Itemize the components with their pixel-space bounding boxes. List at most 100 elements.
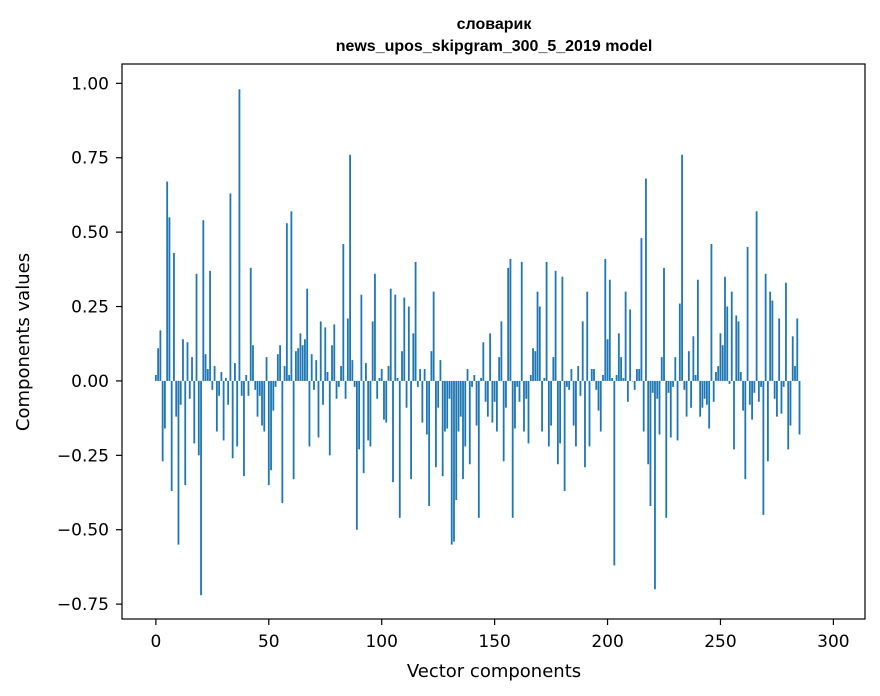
- bar-43: [252, 345, 254, 381]
- bar-118: [421, 380, 424, 423]
- bar-46: [258, 380, 261, 396]
- bar-32: [227, 380, 230, 405]
- y-tick-label: −0.25: [57, 446, 109, 466]
- bar-175: [550, 380, 552, 426]
- bar-210: [629, 309, 632, 381]
- bar-55: [279, 345, 281, 381]
- bar-131: [450, 380, 453, 545]
- bar-260: [742, 380, 744, 411]
- bar-194: [593, 369, 595, 381]
- bar-119: [423, 369, 426, 381]
- bar-166: [529, 374, 532, 381]
- bar-6: [168, 217, 171, 381]
- bar-36: [236, 380, 239, 447]
- bar-29: [220, 372, 223, 381]
- bar-64: [299, 333, 302, 381]
- bar-158: [511, 380, 514, 518]
- bar-244: [706, 380, 708, 405]
- bar-139: [468, 380, 471, 465]
- bar-187: [577, 366, 580, 381]
- bar-155: [505, 380, 507, 408]
- bar-14: [186, 342, 189, 381]
- bar-224: [660, 357, 663, 381]
- bar-212: [633, 380, 636, 390]
- bar-109: [401, 351, 403, 381]
- bar-85: [346, 318, 349, 381]
- bar-271: [766, 380, 769, 462]
- x-axis-ticks: 0 50 100 150 200 250 300: [150, 619, 850, 652]
- bar-174: [547, 380, 550, 447]
- bar-1: [157, 348, 160, 381]
- bar-202: [611, 377, 613, 381]
- bar-196: [597, 380, 600, 411]
- bar-154: [502, 380, 505, 462]
- bar-263: [748, 380, 751, 405]
- bar-35: [234, 363, 236, 381]
- bar-53: [274, 380, 277, 387]
- bar-115: [414, 261, 417, 381]
- x-tick-label: 150: [478, 632, 510, 652]
- bar-150: [493, 380, 496, 402]
- x-tick-label: 100: [365, 632, 397, 652]
- bar-199: [604, 258, 607, 381]
- bar-67: [306, 288, 309, 381]
- bar-117: [419, 369, 422, 381]
- bar-206: [620, 357, 622, 381]
- bar-130: [448, 380, 451, 399]
- bar-133: [455, 380, 458, 500]
- bar-78: [331, 345, 333, 381]
- bar-178: [556, 380, 559, 465]
- bar-231: [676, 380, 679, 441]
- bar-12: [182, 339, 184, 381]
- bar-68: [308, 380, 311, 447]
- bar-254: [728, 380, 731, 384]
- bar-126: [439, 360, 442, 381]
- bar-241: [699, 380, 702, 417]
- bar-38: [240, 380, 243, 396]
- bar-17: [193, 380, 196, 444]
- bar-211: [631, 380, 634, 382]
- bar-270: [764, 273, 767, 381]
- bar-240: [696, 279, 699, 381]
- bar-242: [701, 380, 704, 408]
- bar-60: [290, 211, 293, 381]
- bar-33: [229, 193, 232, 381]
- bar-5: [166, 181, 169, 381]
- bar-58: [285, 223, 288, 381]
- bar-279: [785, 282, 787, 381]
- x-axis-label: Vector components: [407, 661, 581, 682]
- bar-232: [678, 303, 681, 381]
- bar-127: [441, 380, 444, 477]
- plot-frame: [121, 63, 866, 620]
- bar-81: [337, 380, 340, 387]
- bar-262: [746, 247, 749, 381]
- bar-285: [798, 380, 801, 435]
- bar-156: [507, 267, 510, 381]
- bar-193: [590, 369, 593, 381]
- bar-235: [685, 380, 688, 417]
- bar-105: [392, 380, 394, 483]
- bar-282: [791, 336, 794, 381]
- bar-83: [342, 244, 345, 381]
- bar-11: [179, 380, 182, 405]
- bar-103: [387, 366, 390, 381]
- y-tick-label: 0.25: [71, 298, 109, 318]
- y-tick-label: 0.75: [71, 149, 109, 169]
- bar-10: [177, 380, 180, 545]
- bar-76: [326, 372, 329, 381]
- bar-177: [554, 270, 557, 381]
- bar-261: [744, 380, 747, 480]
- bar-208: [624, 291, 627, 381]
- bar-239: [694, 374, 697, 381]
- bar-220: [651, 380, 654, 393]
- bar-88: [353, 380, 356, 387]
- bar-120: [425, 380, 428, 435]
- bar-147: [486, 380, 489, 417]
- bar-215: [640, 238, 643, 381]
- bar-214: [638, 369, 641, 381]
- bar-134: [457, 380, 460, 432]
- bar-204: [615, 374, 618, 381]
- bar-186: [575, 380, 577, 447]
- bar-184: [570, 369, 573, 381]
- bar-245: [708, 380, 711, 429]
